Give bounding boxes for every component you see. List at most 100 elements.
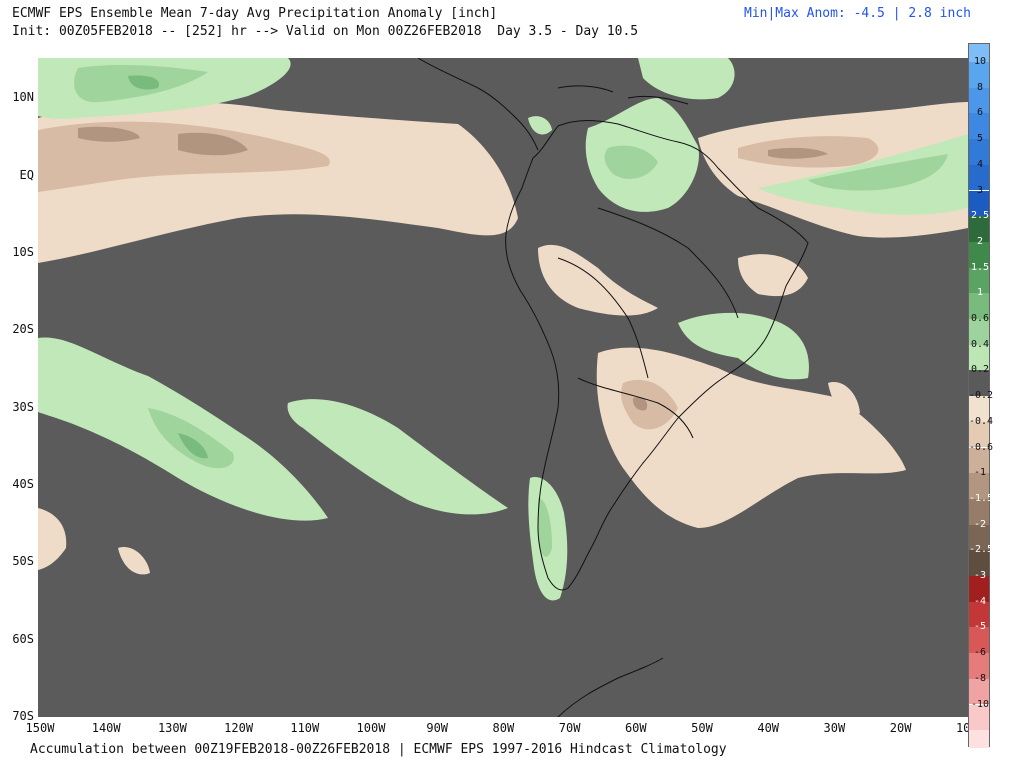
colorbar-level-label: 0.2 (970, 364, 990, 376)
colorbar-level-label: -8 (973, 672, 987, 684)
footer-accumulation-note: Accumulation between 00Z19FEB2018-00Z26F… (30, 742, 727, 757)
colorbar-swatch (969, 524, 989, 551)
colorbar-level-label: 8 (976, 81, 984, 93)
colorbar-swatch (969, 87, 989, 114)
colorbar-level-label: 10 (973, 56, 987, 67)
colorbar-level-label: -0.6 (969, 441, 994, 453)
colorbar-level-label: -1.5 (969, 492, 994, 504)
colorbar-level-label: 5 (976, 133, 984, 145)
init-valid-line: Init: 00Z05FEB2018 -- [252] hr --> Valid… (12, 24, 639, 39)
lon-tick-label: 40W (757, 721, 780, 735)
wet-patch-northern-south-america (528, 58, 735, 212)
dry-patch-amazon (538, 244, 808, 316)
border-internal-1 (597, 207, 739, 319)
lon-tick-label: 70W (558, 721, 581, 735)
coast-antarctic-peninsula (557, 657, 664, 717)
colorbar-swatch (969, 370, 989, 397)
colorbar-swatch (969, 498, 989, 525)
colorbar-swatch-bottom (969, 730, 989, 749)
coast-caribbean (557, 85, 689, 105)
coastlines (417, 58, 809, 717)
lat-tick-label: EQ (19, 168, 34, 182)
colorbar-level-label: 0.4 (970, 338, 990, 350)
colorbar-swatch (969, 421, 989, 448)
colorbar-swatch (969, 704, 989, 731)
lon-tick-label: 60W (624, 721, 647, 735)
colorbar-swatches: 10 8 6 5 4 3 2.5 2 1.5 1 0.6 0.4 0.2 -0.2 -0.4 -0.6 -1 -1… (968, 43, 994, 749)
lat-tick-label: 70S (12, 709, 34, 723)
colorbar-swatch (969, 576, 989, 602)
lon-tick-label: 20W (889, 721, 912, 735)
colorbar-swatch (969, 139, 989, 165)
dry-band-tropical-pacific (38, 101, 518, 263)
wet-band-equatorial-atlantic (758, 134, 968, 215)
colorbar-swatch (969, 447, 989, 474)
lon-tick-label: 90W (426, 721, 449, 735)
lat-tick-label: 40S (12, 477, 34, 491)
colorbar-level-label: 0.6 (970, 313, 990, 324)
colorbar-level-label: 2 (976, 235, 984, 247)
colorbar-level-label: 2.5 (970, 210, 990, 222)
colorbar-level-label: -10 (970, 698, 990, 710)
lon-tick-label: 30W (823, 721, 846, 735)
colorbar-legend: 10 8 6 5 4 3 2.5 2 1.5 1 0.6 0.4 0.2 -0.2 -0.4 -0.6 -1 -1… (968, 43, 994, 749)
min-max-anomaly: Min|Max Anom: -4.5 | 2.8 inch (744, 6, 971, 21)
lon-tick-label: 140W (91, 721, 121, 735)
lat-tick-label: 60S (12, 632, 34, 646)
colorbar-level-label: -6 (973, 647, 987, 659)
colorbar-swatch (969, 550, 989, 576)
coast-south-america (505, 120, 809, 591)
lon-tick-label: 80W (492, 721, 515, 735)
border-internal-2 (557, 257, 649, 379)
colorbar-level-label: 1 (976, 287, 984, 299)
colorbar-swatch (969, 653, 989, 679)
colorbar-swatch (969, 678, 989, 705)
colorbar-swatch-top (969, 44, 989, 62)
lon-tick-label: 120W (224, 721, 254, 735)
colorbar-level-label: -3 (973, 570, 987, 581)
colorbar-swatch (969, 216, 989, 242)
colorbar-swatch (969, 396, 989, 422)
colorbar-swatch (969, 62, 989, 88)
wet-patch-southern-chile (528, 477, 568, 601)
lon-tick-label: 110W (290, 721, 320, 735)
colorbar-level-label: 1.5 (970, 261, 990, 273)
colorbar-swatch (969, 190, 989, 217)
colorbar-level-label: -2 (973, 518, 987, 530)
colorbar-level-label: 3 (976, 184, 984, 196)
colorbar-swatch (969, 601, 989, 628)
border-internal-3 (577, 377, 694, 439)
wet-patch-southeast-brazil (678, 312, 809, 380)
lon-tick-label: 150W (25, 721, 55, 735)
wet-patch-pacific-north (38, 58, 291, 119)
colorbar-swatch (969, 113, 989, 140)
colorbar-level-label: -0.4 (969, 415, 994, 427)
colorbar-swatch (969, 319, 989, 345)
colorbar-level-label: -2.5 (969, 544, 994, 556)
colorbar-swatch (969, 627, 989, 654)
colorbar-level-label: 6 (976, 107, 984, 119)
coast-central-america (417, 58, 539, 151)
colorbar-swatch (969, 344, 989, 371)
colorbar-swatch (969, 293, 989, 319)
dry-patch-south-pacific (38, 382, 860, 575)
map-title: ECMWF EPS Ensemble Mean 7-day Avg Precip… (12, 6, 498, 21)
colorbar-swatch (969, 267, 989, 294)
colorbar-level-label: -0.2 (969, 390, 994, 402)
lat-tick-label: 30S (12, 400, 34, 414)
colorbar-level-label: -1 (973, 467, 987, 479)
colorbar-swatch (969, 473, 989, 499)
lat-tick-label: 10N (12, 90, 34, 104)
colorbar-level-label: -4 (973, 595, 987, 607)
lat-tick-label: 50S (12, 554, 34, 568)
lat-tick-label: 20S (12, 322, 34, 336)
colorbar-swatch (969, 241, 989, 268)
colorbar-level-label: 4 (976, 158, 984, 170)
precipitation-anomaly-map (38, 58, 968, 717)
wet-band-south-pacific (38, 337, 508, 521)
lat-tick-label: 10S (12, 245, 34, 259)
colorbar-level-label: -5 (973, 621, 987, 633)
lon-tick-label: 100W (356, 721, 386, 735)
dry-patch-southern-brazil-argentina (596, 347, 906, 528)
lon-tick-label: 130W (157, 721, 187, 735)
